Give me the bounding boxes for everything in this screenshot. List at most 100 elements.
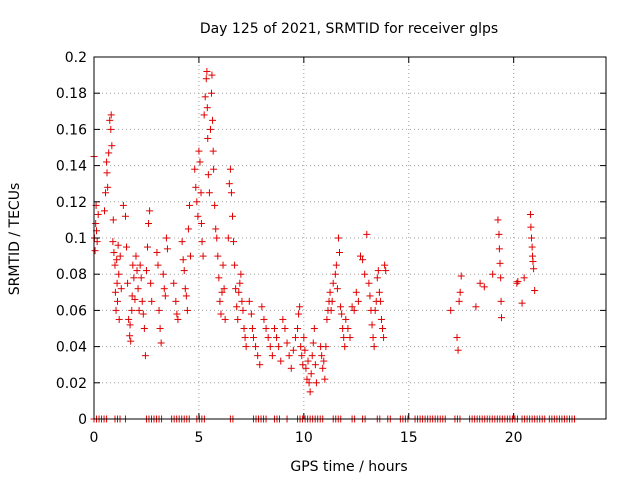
data-point: [174, 315, 182, 323]
data-point: [377, 315, 385, 323]
data-point: [228, 212, 236, 220]
data-point: [212, 225, 220, 233]
data-point: [281, 325, 289, 332]
data-point: [495, 245, 503, 253]
data-point: [454, 346, 462, 354]
data-point: [375, 288, 383, 296]
data-point: [178, 238, 186, 246]
data-point: [334, 234, 342, 242]
y-tick-label: 0.04: [56, 340, 87, 356]
data-point: [301, 346, 309, 354]
data-point: [342, 315, 350, 323]
data-point: [291, 334, 299, 342]
data-point: [123, 243, 131, 251]
data-point: [380, 334, 388, 342]
data-point: [145, 220, 153, 228]
data-point: [102, 189, 110, 197]
data-point: [201, 93, 209, 101]
data-point: [381, 261, 389, 269]
data-point: [210, 165, 218, 173]
data-point: [312, 379, 320, 387]
data-point: [163, 245, 171, 253]
data-point: [273, 334, 281, 342]
data-point: [157, 339, 165, 347]
data-point: [528, 243, 536, 251]
data-point: [131, 296, 139, 304]
data-point: [137, 274, 145, 282]
data-point: [245, 297, 253, 305]
data-point: [256, 361, 264, 369]
data-point: [235, 288, 243, 296]
data-point: [156, 325, 164, 332]
data-point: [527, 223, 535, 231]
data-point: [319, 364, 327, 372]
data-point: [91, 247, 99, 255]
data-point: [230, 238, 238, 246]
data-point: [361, 270, 369, 278]
data-point: [117, 285, 125, 293]
data-point: [111, 261, 119, 269]
data-point: [268, 352, 276, 360]
y-tick-label: 0.2: [65, 50, 87, 66]
data-point: [180, 267, 188, 275]
data-point: [226, 165, 234, 173]
data-point: [252, 343, 260, 351]
data-point: [162, 234, 170, 242]
data-point: [247, 310, 255, 318]
data-point: [299, 361, 307, 369]
data-point: [285, 352, 293, 360]
data-point: [208, 89, 216, 97]
data-point: [231, 261, 239, 269]
data-point: [336, 248, 344, 256]
data-point: [373, 274, 381, 282]
data-point: [322, 343, 330, 351]
data-point: [279, 315, 287, 323]
data-point: [513, 279, 521, 287]
data-point: [144, 243, 152, 251]
data-point: [108, 142, 116, 150]
data-point: [142, 267, 150, 275]
data-point: [113, 256, 121, 264]
data-point: [236, 279, 244, 287]
data-point: [211, 201, 219, 209]
data-point: [209, 116, 217, 124]
y-tick-label: 0.16: [56, 122, 87, 138]
data-point: [472, 303, 480, 311]
data-point: [124, 279, 132, 287]
data-point: [140, 325, 148, 332]
data-point: [103, 169, 111, 177]
data-point: [297, 343, 305, 351]
data-point: [368, 321, 376, 329]
data-point: [129, 261, 137, 269]
data-point: [170, 279, 178, 287]
data-point: [350, 306, 358, 314]
data-point: [184, 225, 192, 233]
data-point: [93, 238, 101, 246]
data-point: [232, 285, 240, 293]
data-point: [113, 279, 121, 287]
data-point: [218, 288, 226, 296]
data-point: [308, 352, 316, 360]
data-point: [92, 220, 100, 228]
y-tick-label: 0.14: [56, 159, 87, 175]
data-point: [497, 274, 505, 282]
data-point: [147, 279, 155, 287]
data-point: [197, 220, 205, 228]
data-point: [109, 216, 117, 224]
data-point: [187, 252, 195, 260]
data-point: [154, 261, 162, 269]
data-point: [379, 325, 387, 332]
data-point: [376, 297, 384, 305]
data-point: [302, 364, 310, 372]
data-point: [114, 297, 122, 305]
data-point: [495, 230, 503, 238]
data-point: [337, 303, 345, 311]
data-point: [203, 67, 211, 75]
data-point: [356, 252, 364, 260]
data-point: [528, 234, 536, 242]
data-point: [206, 125, 214, 133]
data-point: [518, 299, 526, 307]
data-point: [332, 261, 340, 269]
data-point: [497, 297, 505, 305]
data-point: [233, 303, 241, 311]
